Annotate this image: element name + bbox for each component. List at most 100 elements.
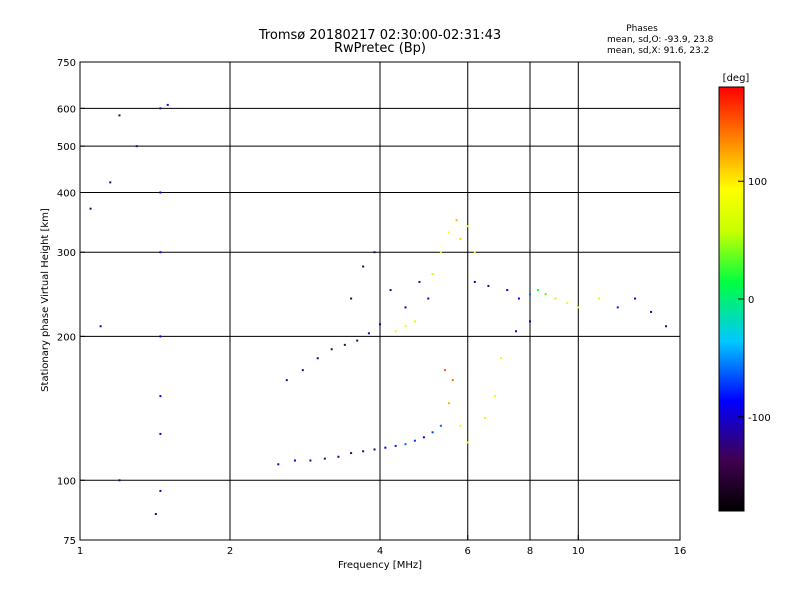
data-point: [447, 231, 450, 234]
data-point: [517, 297, 520, 300]
x-tick-label: 10: [572, 546, 585, 557]
data-point: [404, 306, 407, 309]
colorbar-ticks: 100 0 -100: [738, 177, 771, 424]
data-point: [443, 369, 446, 372]
data-point: [394, 330, 397, 333]
x-axis-ticks: 1 2 4 6 8 10 16: [77, 535, 687, 557]
data-point: [431, 431, 434, 434]
data-point: [515, 330, 518, 333]
data-point: [536, 289, 539, 292]
data-point: [309, 459, 312, 462]
data-point: [439, 424, 442, 427]
data-point: [506, 289, 509, 292]
y-axis-label: Stationary phase Virtual Height [km]: [40, 208, 51, 392]
y-tick-label: 750: [57, 58, 76, 69]
data-point: [413, 439, 416, 442]
phases-heading: Phases: [626, 24, 658, 34]
chart-title: Tromsø 20180217 02:30:00-02:31:43: [258, 28, 501, 43]
data-point: [154, 513, 157, 516]
y-axis-ticks: 75 100 200 300 400 500 600 750: [57, 58, 85, 547]
x-axis-label: Frequency [MHz]: [338, 560, 422, 571]
data-point: [394, 444, 397, 447]
y-tick-label: 75: [63, 536, 76, 547]
data-point: [577, 306, 580, 309]
data-point: [159, 251, 162, 254]
chart-subtitle: RwPretec (Bp): [334, 41, 426, 56]
data-point: [135, 145, 138, 148]
y-tick-label: 100: [57, 476, 76, 487]
x-tick-label: 4: [377, 546, 383, 557]
data-point: [484, 416, 487, 419]
data-point: [431, 273, 434, 276]
data-points: [89, 103, 668, 516]
data-point: [330, 348, 333, 351]
data-point: [422, 436, 425, 439]
x-tick-label: 1: [77, 546, 83, 557]
y-tick-label: 600: [57, 104, 76, 115]
data-point: [159, 395, 162, 398]
phases-mean-x: mean, sd,X: 91.6, 23.2: [607, 46, 709, 56]
data-point: [373, 251, 376, 254]
data-point: [350, 452, 353, 455]
colorbar: [deg] 100 0 -100: [718, 73, 771, 512]
data-point: [451, 379, 454, 382]
data-point: [301, 369, 304, 372]
data-point: [89, 207, 92, 210]
data-point: [367, 332, 370, 335]
data-point: [418, 280, 421, 283]
data-point: [159, 107, 162, 110]
data-point: [356, 339, 359, 342]
data-point: [473, 251, 476, 254]
data-point: [293, 459, 296, 462]
data-point: [362, 265, 365, 268]
data-point: [373, 448, 376, 451]
data-point: [427, 297, 430, 300]
data-point: [466, 225, 469, 228]
data-point: [544, 293, 547, 296]
data-point: [650, 310, 653, 313]
data-point: [350, 297, 353, 300]
data-point: [337, 455, 340, 458]
data-point: [166, 103, 169, 106]
data-point: [384, 446, 387, 449]
data-point: [459, 424, 462, 427]
data-point: [529, 293, 531, 296]
grid-lines: [80, 62, 680, 540]
data-point: [404, 325, 407, 328]
x-tick-label: 2: [227, 546, 233, 557]
y-tick-label: 400: [57, 188, 76, 199]
data-point: [362, 450, 365, 453]
data-point: [466, 441, 469, 444]
data-point: [616, 306, 619, 309]
colorbar-tick-label: -100: [748, 413, 771, 424]
data-point: [404, 443, 407, 446]
data-point: [109, 181, 112, 184]
colorbar-tick-label: 100: [748, 177, 767, 188]
data-point: [665, 325, 668, 328]
data-point: [277, 463, 280, 466]
data-point: [597, 297, 600, 300]
x-tick-label: 6: [465, 546, 471, 557]
data-point: [529, 320, 531, 323]
data-point: [118, 114, 121, 117]
colorbar-tick-label: 0: [748, 295, 754, 306]
data-point: [455, 219, 458, 222]
data-point: [459, 237, 462, 240]
data-point: [159, 432, 162, 435]
data-point: [343, 343, 346, 346]
data-point: [413, 320, 416, 323]
data-point: [493, 395, 496, 398]
data-point: [159, 335, 162, 338]
x-tick-label: 16: [674, 546, 687, 557]
data-point: [99, 325, 102, 328]
data-point: [487, 284, 490, 287]
data-point: [439, 251, 442, 254]
y-tick-label: 500: [57, 142, 76, 153]
colorbar-label: [deg]: [723, 73, 750, 84]
y-tick-label: 200: [57, 332, 76, 343]
y-tick-label: 300: [57, 248, 76, 259]
data-point: [323, 457, 326, 460]
data-point: [118, 479, 121, 482]
data-point: [159, 191, 162, 194]
